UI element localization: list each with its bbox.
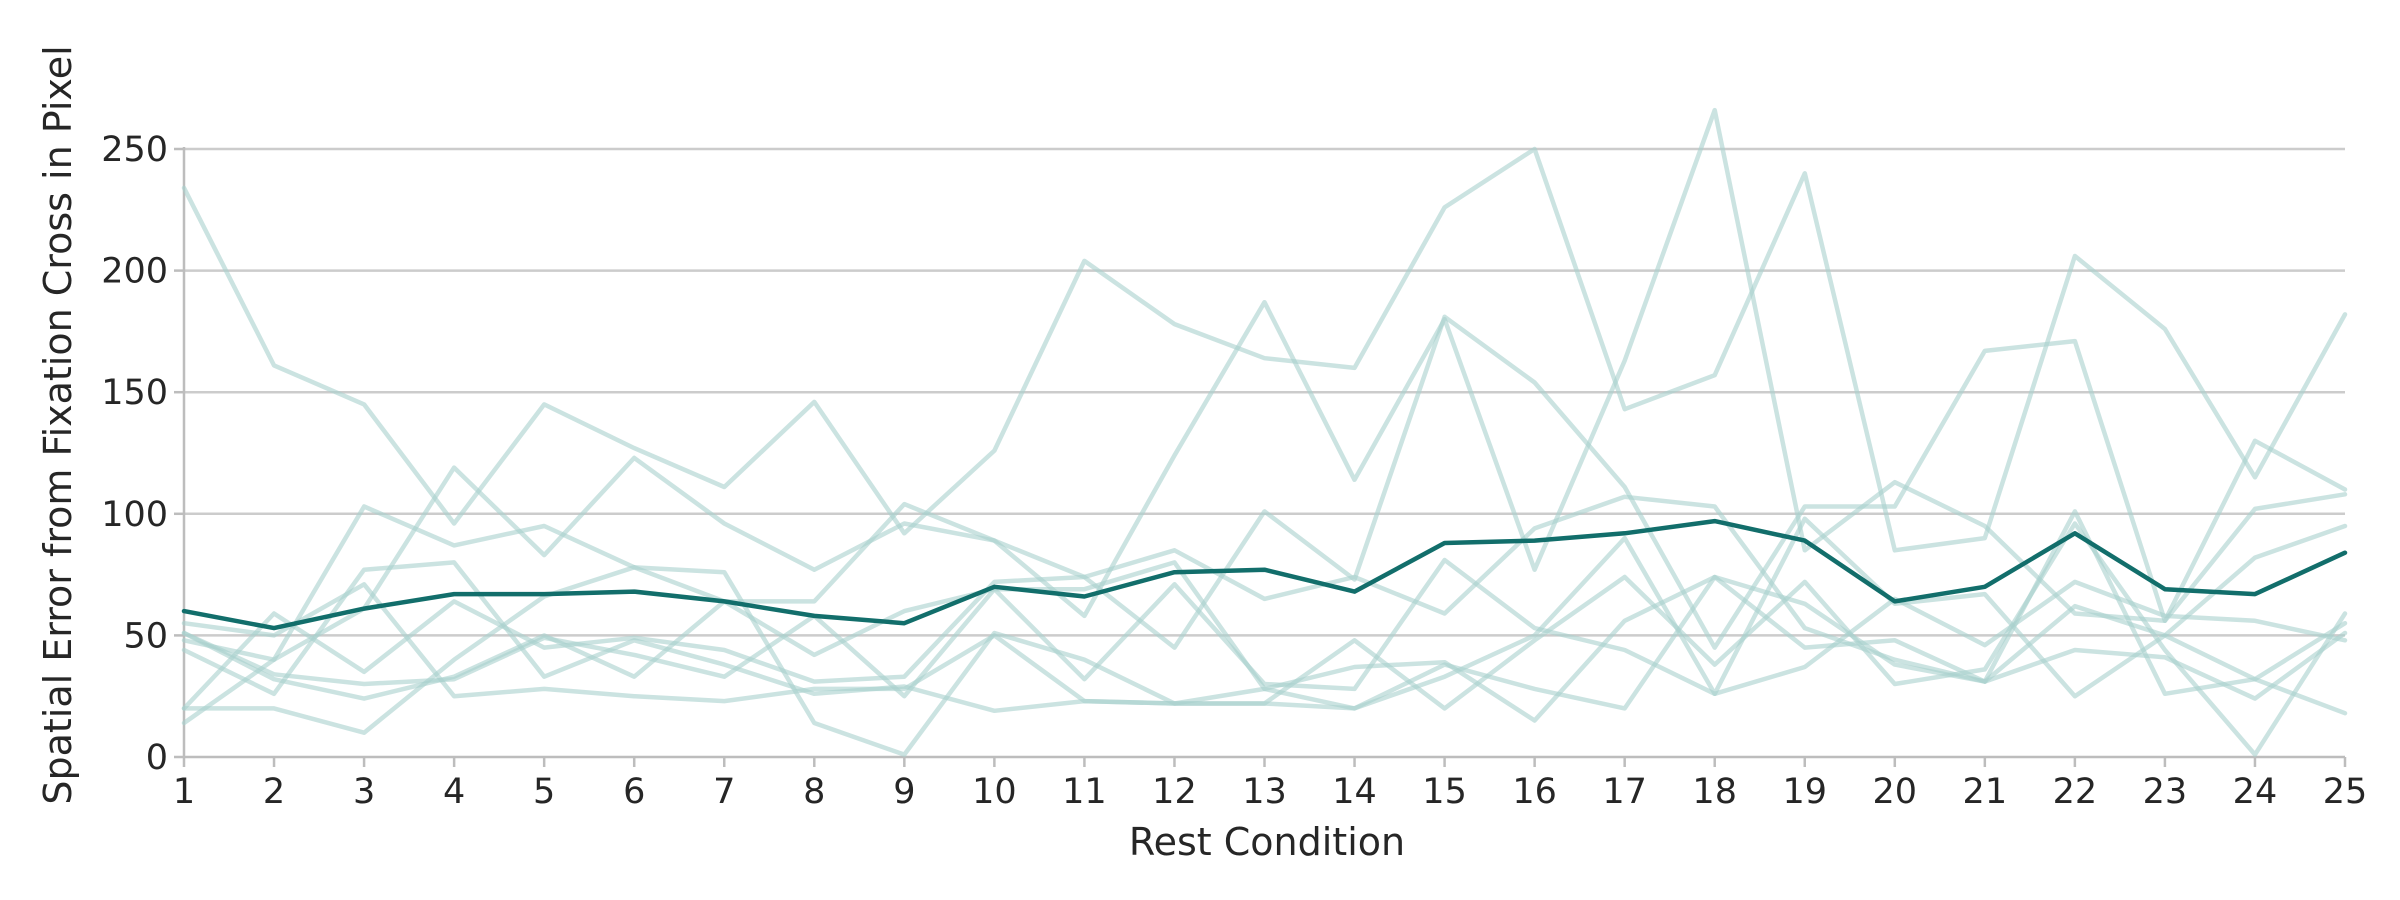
x-tick-label-10: 10 (972, 772, 1017, 812)
x-tick-label-13: 13 (1242, 772, 1287, 812)
x-tick-label-19: 19 (1782, 772, 1827, 812)
x-tick-label-21: 21 (1963, 772, 2008, 812)
x-tick-label-2: 2 (263, 772, 285, 812)
series-line-individual-2 (181, 314, 2348, 662)
x-tick-label-3: 3 (353, 772, 375, 812)
x-tick-label-5: 5 (533, 772, 555, 812)
x-tick-label-6: 6 (623, 772, 645, 812)
series-lines (181, 107, 2348, 757)
y-tick-label-50: 50 (123, 616, 168, 656)
grid-lines (184, 147, 2345, 637)
x-tick-label-24: 24 (2233, 772, 2278, 812)
x-tick-label-14: 14 (1332, 772, 1377, 812)
x-tick-label-16: 16 (1512, 772, 1557, 812)
x-tick-label-17: 17 (1602, 772, 1647, 812)
x-tick-label-4: 4 (443, 772, 465, 812)
series-line-mean (181, 518, 2348, 631)
y-axis-label: Spatial Error from Fixation Cross in Pix… (36, 45, 80, 804)
series-line-individual-1 (181, 146, 2348, 553)
x-tick-label-22: 22 (2053, 772, 2098, 812)
x-tick-label-20: 20 (1873, 772, 1918, 812)
x-tick-label-25: 25 (2323, 772, 2368, 812)
x-tick-label-7: 7 (713, 772, 735, 812)
y-tick-label-200: 200 (101, 252, 168, 292)
x-tick-label-1: 1 (173, 772, 195, 812)
x-tick-label-11: 11 (1062, 772, 1107, 812)
x-tick-label-8: 8 (803, 772, 825, 812)
y-tick-label-100: 100 (101, 495, 168, 535)
y-tick-label-150: 150 (101, 373, 168, 413)
series-line-individual-3 (181, 107, 2348, 726)
series-line-individual-9 (181, 516, 2348, 711)
axes (174, 147, 2347, 767)
y-tick-label-250: 250 (101, 130, 168, 170)
x-tick-label-18: 18 (1692, 772, 1737, 812)
x-axis-label: Rest Condition (1129, 820, 1405, 864)
x-tick-label-12: 12 (1152, 772, 1197, 812)
series-line-individual-7 (181, 523, 2348, 711)
y-tick-label-0: 0 (146, 738, 168, 778)
x-tick-label-23: 23 (2143, 772, 2188, 812)
x-tick-label-15: 15 (1422, 772, 1467, 812)
series-line-individual-6 (181, 560, 2348, 723)
x-tick-label-9: 9 (893, 772, 915, 812)
